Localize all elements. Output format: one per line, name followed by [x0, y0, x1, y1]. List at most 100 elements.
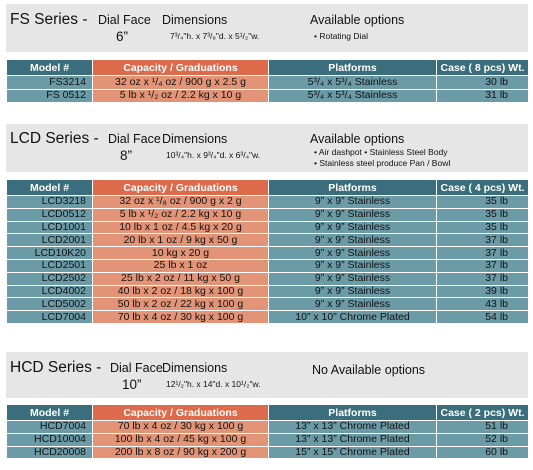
col-platforms: Platforms	[268, 59, 437, 76]
col-platforms: Platforms	[268, 179, 437, 196]
dial-face-size: 6”	[116, 29, 129, 44]
platform-cell: 15” x 15” Chrome Plated	[268, 445, 437, 460]
model-cell: FS 0512	[6, 88, 93, 103]
model-cell: LCD3218	[6, 195, 93, 209]
lcd-series-section: LCD Series - Dial Face 8” Dimensions 10³…	[6, 124, 529, 324]
col-platforms: Platforms	[268, 404, 437, 421]
capacity-cell: 5 lb x ¹/₂ oz / 2.2 kg x 10 g	[92, 207, 269, 222]
weight-cell: 30 lb	[436, 75, 529, 90]
table-row: LCD10K20 10 kg x 20 g 9” x 9” Stainless …	[6, 246, 529, 260]
dimensions-label: Dimensions	[162, 13, 228, 27]
capacity-cell: 100 lb x 4 oz / 45 kg x 100 g	[92, 432, 269, 447]
series-header: FS Series - Dial Face 6” Dimensions 7³/₄…	[6, 4, 528, 52]
series-name: LCD Series -	[10, 130, 99, 147]
model-cell: FS3214	[6, 75, 93, 90]
platform-cell: 9” x 9” Stainless	[268, 258, 437, 273]
option-item: • Stainless steel produce Pan / Bowl	[314, 158, 451, 168]
capacity-cell: 200 lb x 8 oz / 90 kg x 200 g	[92, 445, 269, 460]
table-header-row: Model # Capacity / Graduations Platforms…	[6, 59, 529, 76]
model-cell: LCD7004	[6, 310, 93, 324]
table-row: FS3214 32 oz x ¹/₄ oz / 900 g x 2.5 g 5³…	[6, 75, 529, 90]
model-cell: LCD1001	[6, 220, 93, 235]
col-case-weight: Case ( 8 pcs) Wt.	[436, 59, 529, 76]
weight-cell: 31 lb	[436, 88, 529, 103]
platform-cell: 9” x 9” Stainless	[268, 195, 437, 209]
dial-face-label: Dial Face	[98, 13, 151, 27]
table-row: LCD5002 50 lb x 2 oz / 22 kg x 100 g 9” …	[6, 297, 529, 312]
model-cell: LCD10K20	[6, 246, 93, 260]
weight-cell: 37 lb	[436, 246, 529, 260]
dial-face-label: Dial Face	[108, 132, 161, 146]
model-cell: HCD7004	[6, 420, 93, 434]
platform-cell: 5³/₄ x 5³/₄ Stainless	[268, 88, 437, 103]
capacity-cell: 25 lb x 1 oz	[92, 258, 269, 273]
table-row: LCD3218 32 oz x ¹/₈ oz / 900 g x 2 g 9” …	[6, 195, 529, 209]
dial-face-label: Dial Face	[110, 361, 163, 375]
model-cell: LCD2501	[6, 258, 93, 273]
options-label: Available options	[310, 13, 405, 27]
weight-cell: 35 lb	[436, 207, 529, 222]
dial-face-size: 8”	[120, 148, 133, 163]
col-case-weight: Case ( 2 pcs) Wt.	[436, 404, 529, 421]
weight-cell: 54 lb	[436, 310, 529, 324]
weight-cell: 43 lb	[436, 297, 529, 312]
fs-series-section: FS Series - Dial Face 6” Dimensions 7³/₄…	[6, 4, 529, 103]
col-case-weight: Case ( 4 pcs) Wt.	[436, 179, 529, 196]
model-cell: HCD20008	[6, 445, 93, 460]
table-row: LCD4002 40 lb x 2 oz / 18 kg x 100 g 9” …	[6, 284, 529, 299]
dimensions-value: 12¹/₂"h. x 14"d. x 10¹/₂"w.	[166, 379, 261, 389]
table-row: LCD1001 10 lb x 1 oz / 4.5 kg x 20 g 9” …	[6, 220, 529, 235]
col-model: Model #	[6, 59, 93, 76]
series-name: HCD Series -	[10, 359, 102, 376]
platform-cell: 9” x 9” Stainless	[268, 207, 437, 222]
table-row: LCD2502 25 lb x 2 oz / 11 kg x 50 g 9” x…	[6, 271, 529, 286]
capacity-cell: 32 oz x ¹/₈ oz / 900 g x 2 g	[92, 195, 269, 209]
table-header-row: Model # Capacity / Graduations Platforms…	[6, 179, 529, 196]
option-item: • Air dashpot • Stainless Steel Body	[314, 147, 448, 157]
model-cell: LCD2001	[6, 233, 93, 248]
col-model: Model #	[6, 404, 93, 421]
model-cell: LCD0512	[6, 207, 93, 222]
table-row: LCD0512 5 lb x ¹/₂ oz / 2.2 kg x 10 g 9”…	[6, 207, 529, 222]
platform-cell: 9” x 9” Stainless	[268, 284, 437, 299]
lcd-spec-table: Model # Capacity / Graduations Platforms…	[6, 179, 529, 324]
weight-cell: 60 lb	[436, 445, 529, 460]
capacity-cell: 70 lb x 4 oz / 30 kg x 100 g	[92, 310, 269, 324]
capacity-cell: 32 oz x ¹/₄ oz / 900 g x 2.5 g	[92, 75, 269, 90]
platform-cell: 13” x 13” Chrome Plated	[268, 420, 437, 434]
col-capacity: Capacity / Graduations	[92, 179, 269, 196]
capacity-cell: 25 lb x 2 oz / 11 kg x 50 g	[92, 271, 269, 286]
options-label: Available options	[310, 132, 405, 146]
col-capacity: Capacity / Graduations	[92, 59, 269, 76]
capacity-cell: 40 lb x 2 oz / 18 kg x 100 g	[92, 284, 269, 299]
platform-cell: 9” x 9” Stainless	[268, 297, 437, 312]
dimensions-label: Dimensions	[162, 132, 228, 146]
capacity-cell: 5 lb x ¹/₂ oz / 2.2 kg x 10 g	[92, 88, 269, 103]
table-header-row: Model # Capacity / Graduations Platforms…	[6, 404, 529, 421]
platform-cell: 9” x 9” Stainless	[268, 233, 437, 248]
dimensions-label: Dimensions	[162, 361, 228, 375]
capacity-cell: 50 lb x 2 oz / 22 kg x 100 g	[92, 297, 269, 312]
model-cell: LCD5002	[6, 297, 93, 312]
weight-cell: 37 lb	[436, 271, 529, 286]
col-model: Model #	[6, 179, 93, 196]
capacity-cell: 70 lb x 4 oz / 30 kg x 100 g	[92, 420, 269, 434]
model-cell: HCD10004	[6, 432, 93, 447]
platform-cell: 9” x 9” Stainless	[268, 246, 437, 260]
platform-cell: 13” x 13” Chrome Plated	[268, 432, 437, 447]
hcd-spec-table: Model # Capacity / Graduations Platforms…	[6, 404, 529, 460]
series-header: HCD Series - Dial Face 10” Dimensions 12…	[6, 352, 528, 398]
table-row: HCD10004 100 lb x 4 oz / 45 kg x 100 g 1…	[6, 432, 529, 447]
weight-cell: 37 lb	[436, 233, 529, 248]
platform-cell: 9” x 9” Stainless	[268, 271, 437, 286]
weight-cell: 52 lb	[436, 432, 529, 447]
capacity-cell: 10 kg x 20 g	[92, 246, 269, 260]
weight-cell: 39 lb	[436, 284, 529, 299]
platform-cell: 5³/₄ x 5³/₄ Stainless	[268, 75, 437, 90]
option-item: • Rotating Dial	[314, 31, 369, 41]
hcd-series-section: HCD Series - Dial Face 10” Dimensions 12…	[6, 352, 529, 460]
dimensions-value: 10³/₄"h. x 9³/₄"d. x 6³/₄"w.	[166, 150, 261, 160]
fs-spec-table: Model # Capacity / Graduations Platforms…	[6, 59, 529, 103]
table-row: HCD7004 70 lb x 4 oz / 30 kg x 100 g 13”…	[6, 420, 529, 434]
capacity-cell: 10 lb x 1 oz / 4.5 kg x 20 g	[92, 220, 269, 235]
